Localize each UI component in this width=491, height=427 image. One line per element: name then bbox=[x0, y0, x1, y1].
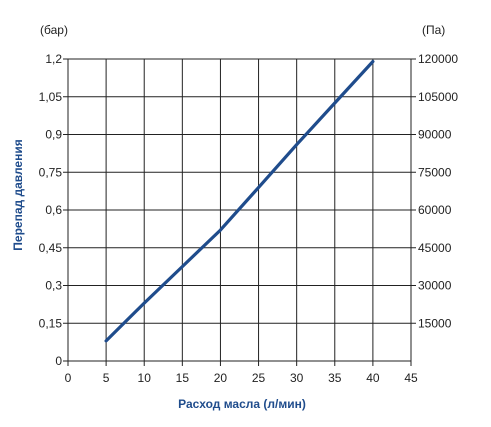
x-tick-label: 0 bbox=[65, 371, 72, 385]
y-axis-title: Перепад давления bbox=[11, 139, 25, 250]
y-left-tick-label: 0,6 bbox=[45, 203, 62, 217]
y-right-tick-label: 75000 bbox=[418, 165, 452, 179]
x-tick-label: 10 bbox=[138, 371, 152, 385]
y-axis-right-ticks: 15000 30000 45000 60000 75000 90000 105000 1200… bbox=[411, 52, 458, 330]
x-axis-title: Расход масла (л/мин) bbox=[178, 397, 306, 411]
x-tick-label: 40 bbox=[366, 371, 380, 385]
x-tick-label: 30 bbox=[290, 371, 304, 385]
y-right-unit-label: (Па) bbox=[422, 23, 445, 37]
x-tick-label: 25 bbox=[252, 371, 266, 385]
y-right-tick-label: 60000 bbox=[418, 203, 452, 217]
x-tick-label: 45 bbox=[404, 371, 418, 385]
y-left-tick-label: 0,15 bbox=[39, 316, 63, 330]
series-line bbox=[104, 59, 375, 343]
y-left-tick-label: 0,45 bbox=[39, 241, 63, 255]
y-axis-left-ticks: 0 0,15 0,3 0,45 0,6 0,75 0,9 1,05 1,2 bbox=[39, 52, 68, 368]
y-left-tick-label: 1,2 bbox=[45, 52, 62, 66]
y-right-tick-label: 45000 bbox=[418, 241, 452, 255]
x-axis-ticks: 0 5 10 15 20 25 30 35 40 45 bbox=[65, 361, 418, 385]
x-tick-label: 20 bbox=[214, 371, 228, 385]
y-left-tick-label: 1,05 bbox=[39, 90, 63, 104]
series-layer bbox=[104, 59, 375, 343]
y-right-tick-label: 15000 bbox=[418, 316, 452, 330]
x-tick-label: 15 bbox=[176, 371, 190, 385]
y-right-tick-label: 30000 bbox=[418, 279, 452, 293]
y-left-tick-label: 0 bbox=[55, 354, 62, 368]
y-left-tick-label: 0,3 bbox=[45, 279, 62, 293]
y-right-tick-label: 120000 bbox=[418, 52, 458, 66]
x-tick-label: 5 bbox=[103, 371, 110, 385]
x-tick-label: 35 bbox=[328, 371, 342, 385]
y-left-tick-label: 0,75 bbox=[39, 165, 63, 179]
y-right-tick-label: 90000 bbox=[418, 128, 452, 142]
y-right-tick-label: 105000 bbox=[418, 90, 458, 104]
y-left-tick-label: 0,9 bbox=[45, 128, 62, 142]
y-left-unit-label: (бар) bbox=[40, 23, 68, 37]
